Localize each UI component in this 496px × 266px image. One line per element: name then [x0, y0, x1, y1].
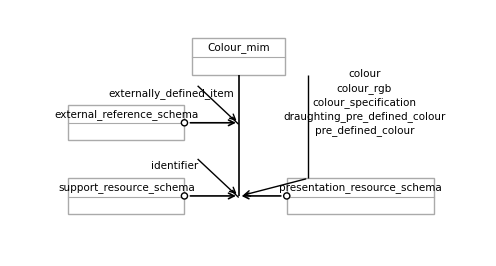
- Circle shape: [182, 120, 187, 126]
- Bar: [68, 178, 185, 214]
- Bar: [192, 38, 285, 75]
- Bar: [287, 178, 434, 214]
- Text: externally_defined_item: externally_defined_item: [109, 88, 234, 99]
- Circle shape: [284, 193, 290, 199]
- Text: presentation_resource_schema: presentation_resource_schema: [279, 182, 442, 193]
- Text: support_resource_schema: support_resource_schema: [58, 182, 195, 193]
- Text: colour
colour_rgb
colour_specification
draughting_pre_defined_colour
pre_defined: colour colour_rgb colour_specification d…: [283, 69, 445, 136]
- Circle shape: [182, 193, 187, 199]
- Text: Colour_mim: Colour_mim: [207, 42, 270, 53]
- Text: identifier: identifier: [151, 160, 198, 171]
- Text: external_reference_schema: external_reference_schema: [54, 109, 198, 120]
- Bar: [68, 105, 185, 140]
